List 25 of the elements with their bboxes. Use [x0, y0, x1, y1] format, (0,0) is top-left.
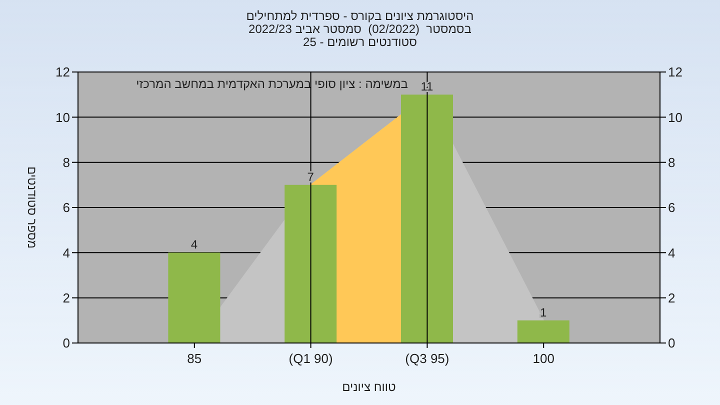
y-tick-label: 2 [62, 290, 70, 306]
chart-subtitle: סטודנטים רשומים - 25 [302, 35, 417, 49]
y-tick-label: 12 [56, 64, 70, 80]
data-label: 4 [190, 238, 198, 252]
data-label: 1 [540, 305, 548, 320]
y-tick-label: 10 [56, 110, 70, 125]
y2-tick-label: 12 [668, 64, 682, 80]
y-axis-title: מספר סטודנטים [24, 166, 39, 249]
x-tick-label: (Q1 90) [288, 351, 333, 366]
x-tick-label: (Q3 95) [405, 351, 450, 366]
y2-tick-label: 10 [668, 110, 682, 125]
x-axis-title: טווח ציונים [342, 380, 396, 394]
y2-tick-label: 8 [668, 154, 676, 170]
annotation: במשימה : ציון סופי במערכת האקדמית במחשב המרכזי [136, 77, 408, 91]
chart-title: היסטוגרמת ציונים בקורס - ספרדית למתחילים בסמסטר (02/2022) סמסטר אביב 2022/23 [245, 9, 475, 36]
y2-tick-label: 4 [668, 245, 676, 260]
y2-tick-label: 6 [668, 200, 676, 216]
x-tick-label: 85 [187, 351, 202, 366]
y2-tick-label: 0 [668, 336, 676, 351]
x-tick-label: 100 [532, 351, 554, 366]
y-tick-label: 6 [62, 200, 70, 216]
y-tick-label: 8 [62, 154, 70, 170]
y2-tick-label: 2 [668, 290, 676, 306]
y-tick-label: 0 [62, 336, 70, 351]
y-tick-label: 4 [62, 245, 70, 260]
